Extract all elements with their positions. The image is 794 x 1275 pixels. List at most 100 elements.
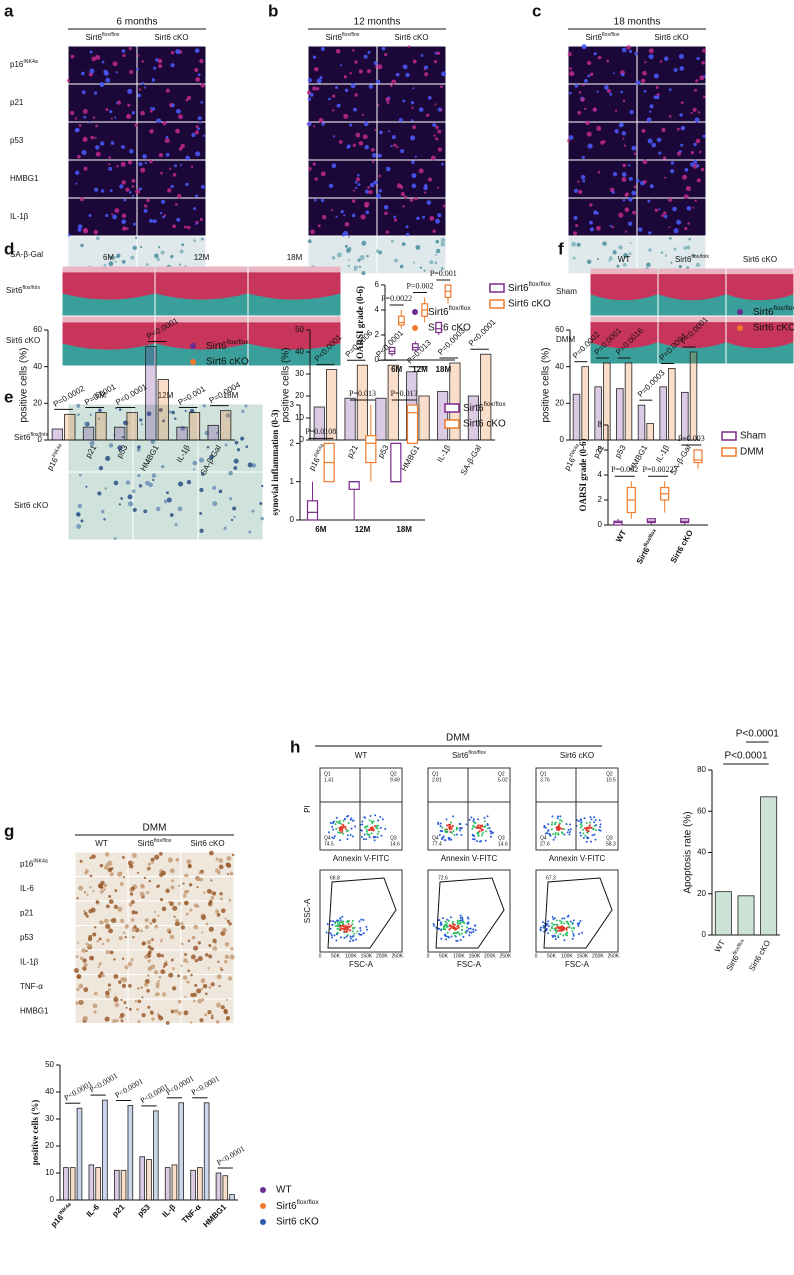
cell [174,523,178,527]
event [590,826,593,829]
micrograph-bg [568,46,637,84]
row-label: IL-6 [20,884,34,893]
event [471,828,474,831]
cell [114,208,120,213]
box [613,520,623,526]
panel-letter: c [532,1,541,20]
cell [409,198,414,203]
event [566,934,569,937]
micrograph-bg [68,122,137,160]
event [558,826,561,829]
cell [390,239,394,243]
micrograph-bg [181,975,234,999]
event [438,834,441,837]
micrograph [128,972,181,999]
cell [207,1010,212,1015]
legend-label: Sirt6flox/flox [206,339,249,351]
cell [628,197,633,202]
event [376,832,379,835]
cell [143,509,148,514]
x-tick-label: 200K [484,953,496,959]
cell [183,890,188,895]
cell [97,974,102,979]
cell [620,90,624,94]
event [442,928,445,931]
event [580,931,583,934]
box [435,321,443,334]
legend-label-sup: flox/flox [529,281,552,288]
event [440,937,443,940]
event [377,819,380,822]
x-axis-label: FSC-A [565,960,590,969]
x-tick-label: 250K [608,953,620,959]
cell [118,408,122,411]
event [445,925,448,928]
cell [210,982,215,987]
cell [395,72,400,77]
box [680,518,690,524]
cell [347,235,351,239]
event [567,828,570,831]
cell [429,215,435,221]
bar [449,362,461,441]
event [450,821,453,824]
event [449,916,452,919]
cell [693,159,698,164]
event [352,939,355,942]
cell [83,909,86,913]
cell [144,161,147,165]
cell [75,170,80,175]
cell [218,858,224,863]
cell [653,95,658,100]
cell [589,227,595,232]
cell [680,101,684,104]
event [355,938,358,941]
cell [664,254,668,257]
event [369,815,372,818]
cell [78,123,82,127]
bar [681,391,689,441]
cell [78,885,84,891]
event [490,832,493,835]
cell [673,228,679,234]
y-tick-label: 2 [598,495,603,504]
event [460,932,463,935]
micrograph-bg [308,46,377,84]
cell [573,188,579,193]
cell [104,1016,110,1022]
cell [647,138,653,144]
cell [79,1000,83,1003]
y-tick-label: 0 [375,355,380,364]
cell [354,93,358,97]
event [486,822,489,825]
cell [204,953,209,957]
cell [390,144,393,148]
event [455,939,458,942]
event [579,831,582,834]
event [472,930,475,933]
cell [171,879,174,883]
cell [582,83,585,87]
event [454,934,457,937]
cell [618,245,623,250]
event [555,826,558,829]
cell [622,137,625,140]
row-label: Sirt6 cKO [14,501,48,510]
event [563,939,566,942]
cell [629,49,633,53]
event [580,824,583,827]
cell [140,423,144,426]
y-axis-label: positive cells (%) [30,1100,40,1166]
cell [678,264,682,269]
event [572,919,575,922]
cell [597,258,600,261]
cell [67,233,71,237]
cell [92,932,97,937]
event [444,923,447,926]
cell [204,992,208,996]
cell [121,180,126,185]
cell [437,213,442,218]
cell [139,418,143,422]
x-tick-label: 6M [391,365,402,374]
cell [434,253,438,256]
